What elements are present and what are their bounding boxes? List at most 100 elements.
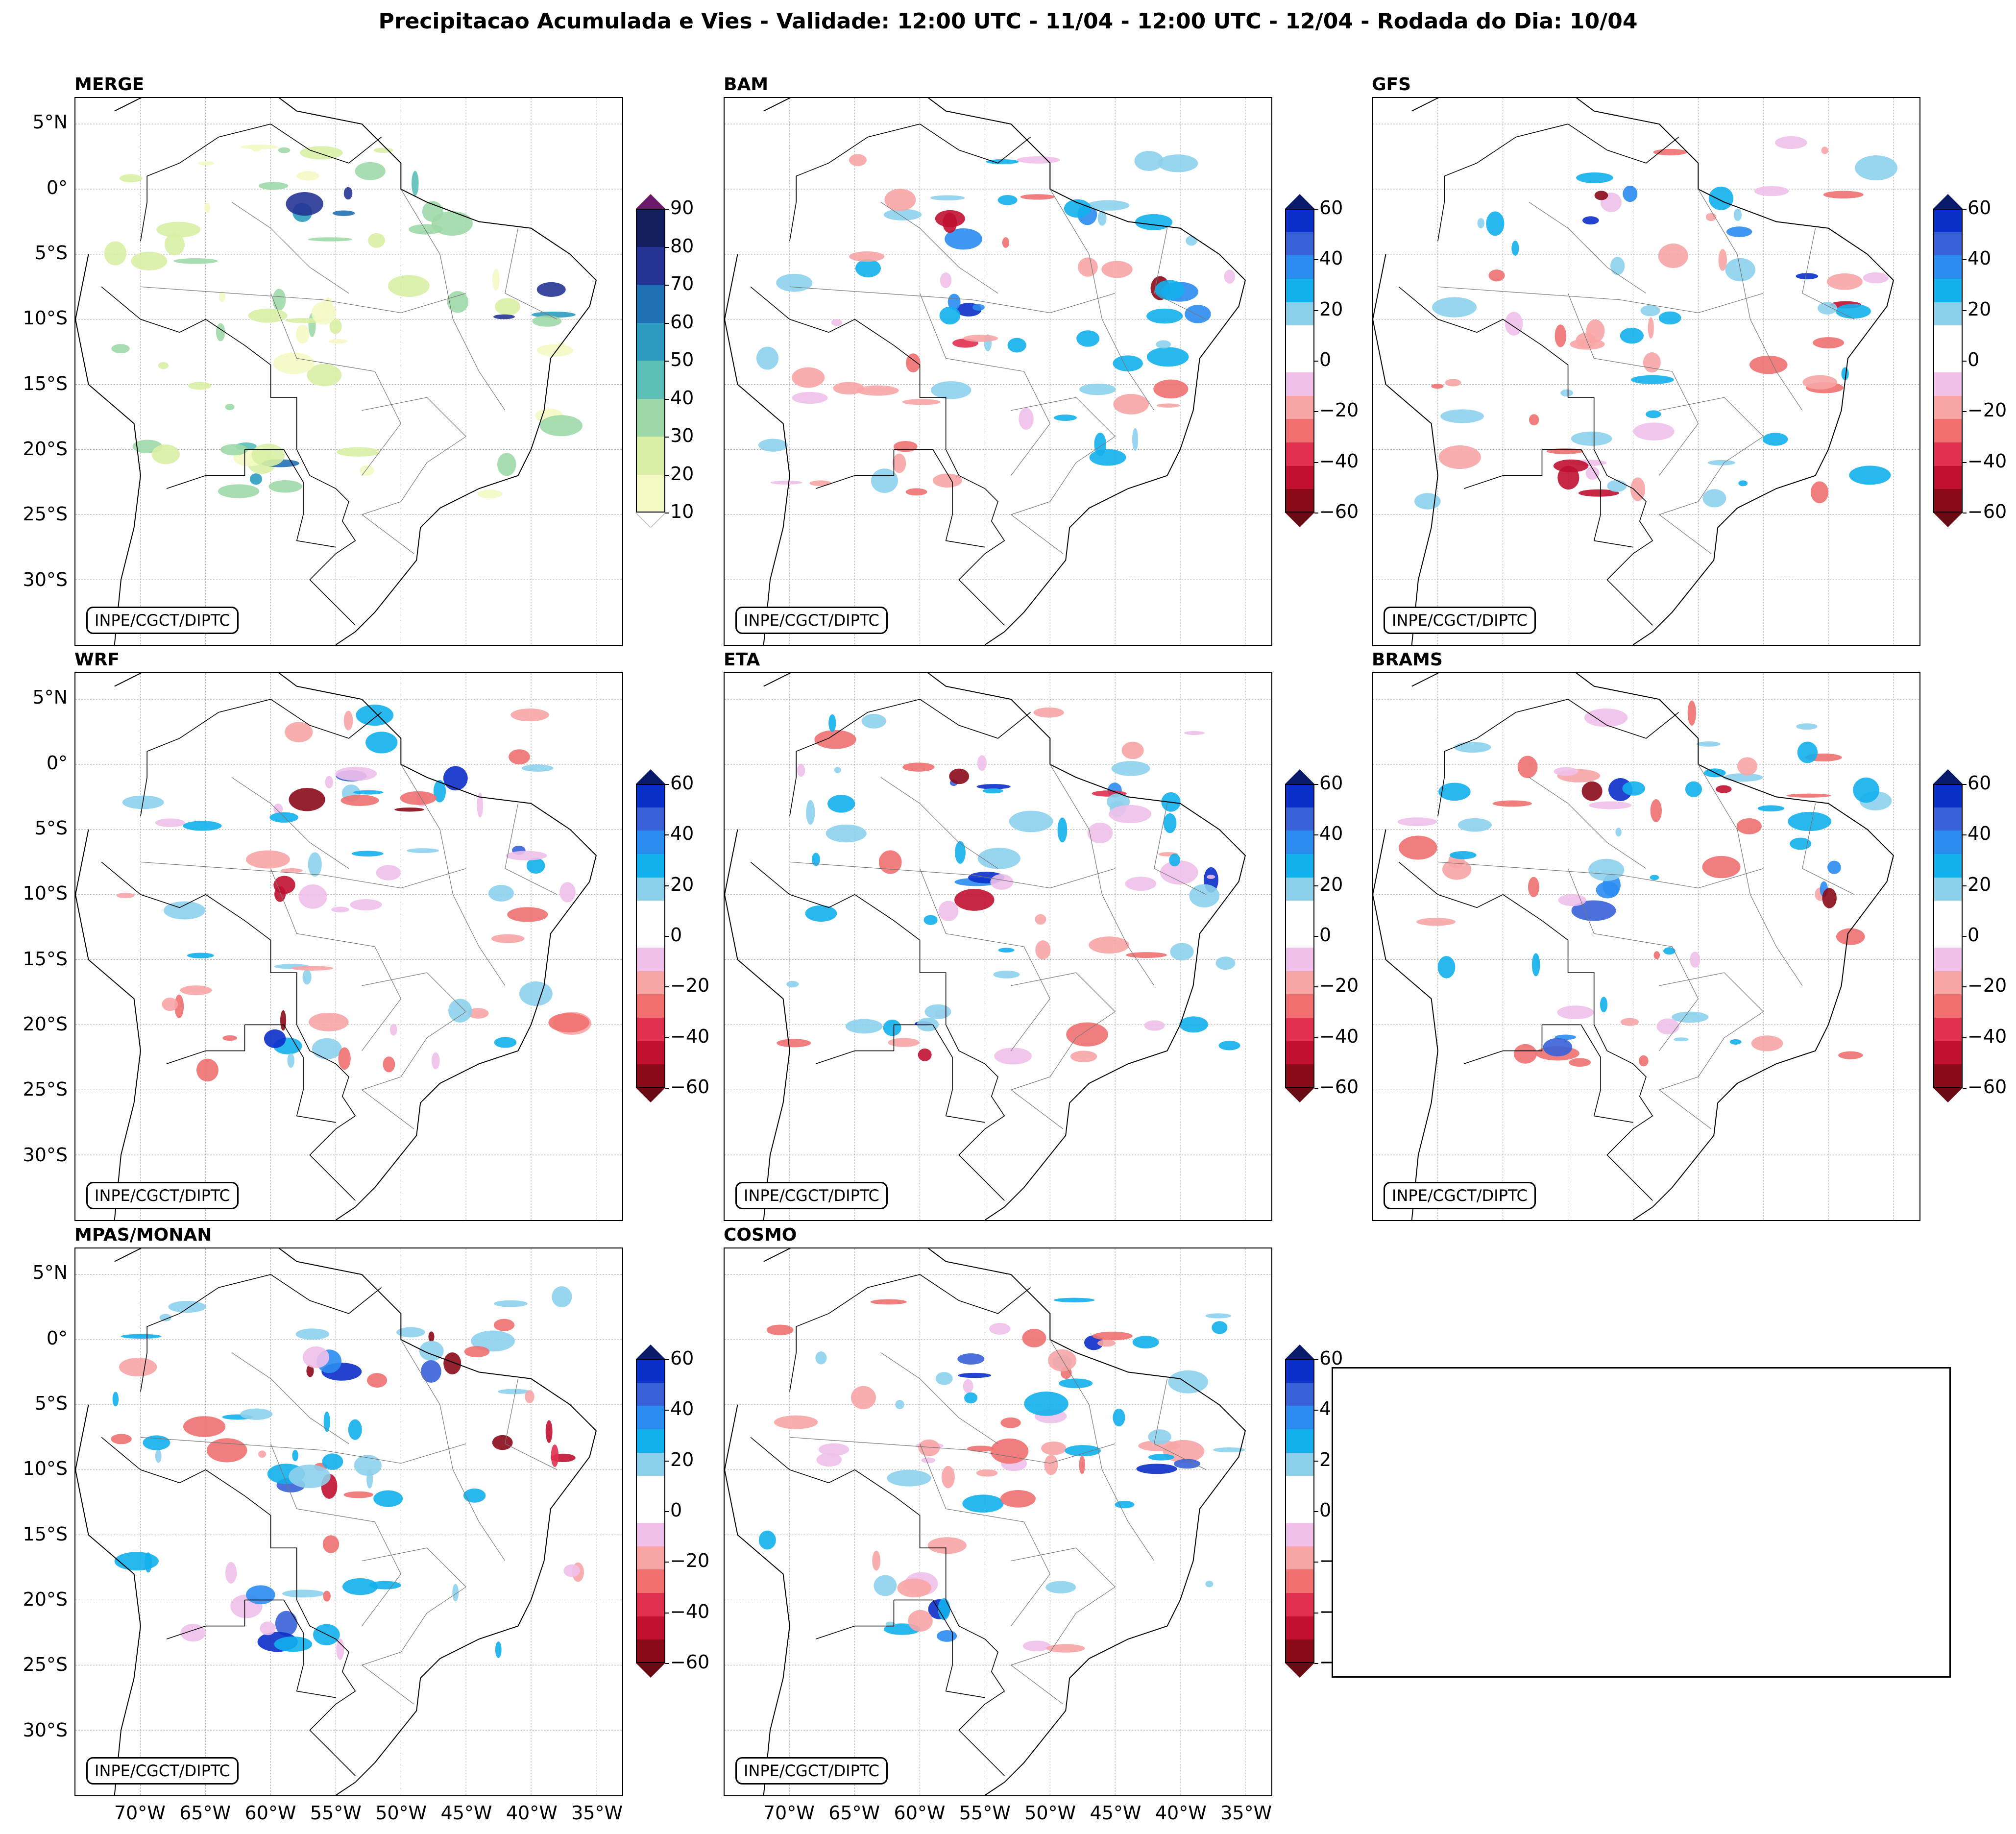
precip-cell	[443, 1352, 461, 1374]
precip-cell	[893, 440, 918, 452]
precip-cell	[308, 237, 352, 242]
credit-label: INPE/CGCT/DIPTC	[735, 607, 888, 634]
colorbar-segment	[636, 1569, 665, 1593]
colorbar-segment	[636, 831, 665, 855]
precip-cell	[222, 1035, 238, 1041]
precip-cell	[119, 174, 143, 183]
colorbar-segment	[1285, 1452, 1314, 1477]
precip-cell	[826, 824, 867, 843]
colorbar-tickmark	[1963, 361, 1967, 362]
precip-cell	[159, 1314, 172, 1321]
precip-cell	[329, 318, 342, 334]
precip-cell	[1111, 761, 1150, 776]
precip-cell	[1493, 800, 1532, 807]
colorbar-segment	[1285, 279, 1314, 303]
precip-cell	[332, 210, 355, 216]
precip-cell	[388, 275, 430, 297]
precip-cell	[770, 480, 802, 485]
precip-cell	[563, 1564, 581, 1577]
precip-cell	[923, 915, 938, 925]
precip-cell	[291, 966, 334, 971]
colorbar-tickmark	[665, 474, 669, 476]
colorbar-segment	[1285, 1616, 1314, 1640]
precip-cell	[296, 324, 309, 344]
colorbar-tick-label: −40	[1967, 1025, 2007, 1047]
colorbar-segment	[1933, 302, 1963, 326]
precip-cell	[1513, 1044, 1537, 1064]
colorbar-segment	[1285, 209, 1314, 233]
precip-cell	[1115, 1500, 1135, 1509]
colorbar-segment	[1285, 1546, 1314, 1570]
colorbar-segment	[636, 1452, 665, 1477]
precip-cell	[492, 269, 500, 291]
precip-cell	[1560, 389, 1573, 397]
precip-cell	[1179, 1016, 1208, 1033]
precip-cell	[245, 850, 290, 869]
precip-cell	[300, 146, 343, 160]
precip-cell	[1511, 241, 1519, 256]
precip-cell	[173, 258, 218, 264]
precip-cell	[1000, 1490, 1036, 1508]
colorbar-tickmark	[665, 936, 669, 937]
precip-cell	[1135, 214, 1173, 230]
precip-cell	[1125, 877, 1157, 891]
map-panel: INPE/CGCT/DIPTC	[74, 672, 623, 1221]
colorbar: 60 40 20 0 −20 −40 −60	[636, 1345, 709, 1678]
precip-cell	[1168, 1370, 1209, 1394]
precip-cell	[306, 1365, 314, 1377]
colorbar-tickmark	[665, 322, 669, 324]
colorbar-extend-bottom	[1285, 1088, 1314, 1102]
precip-cell	[168, 1300, 206, 1313]
colorbar-tickmark	[665, 361, 669, 362]
precip-cell	[1578, 489, 1619, 497]
precip-cell	[274, 886, 286, 902]
colorbar: 60 40 20 0 −20 −40 −60	[636, 769, 709, 1102]
colorbar-segment	[1933, 279, 1963, 303]
precip-cell	[1170, 943, 1194, 961]
precip-cell	[1650, 799, 1662, 823]
precip-cell	[1630, 477, 1646, 501]
precip-cell	[977, 755, 987, 771]
precip-cell	[908, 1610, 933, 1632]
precip-cell	[196, 1058, 219, 1082]
precip-cell	[806, 800, 815, 825]
precip-cell	[272, 289, 286, 311]
colorbar-frame	[1285, 209, 1314, 513]
precip-cell	[287, 1053, 294, 1068]
precip-cell	[1186, 236, 1197, 246]
precip-cell	[258, 1450, 267, 1458]
precip-cell	[1708, 186, 1734, 210]
colorbar-segment	[636, 1429, 665, 1453]
precip-cell	[273, 352, 315, 374]
precip-cell	[1163, 813, 1177, 833]
colorbar-segment	[1933, 465, 1963, 490]
precip-cell	[433, 780, 446, 803]
precip-cell	[121, 1334, 162, 1339]
colorbar-tick-label: 0	[1319, 1499, 1332, 1521]
precip-cell	[1738, 480, 1748, 487]
colorbar-tick-label: 60	[670, 311, 694, 333]
precip-cell	[280, 868, 303, 873]
colorbar-segment	[1933, 395, 1963, 420]
latitude-label: 20°S	[23, 1013, 68, 1035]
precip-cell	[989, 1322, 1011, 1335]
colorbar-extend-top	[1285, 194, 1314, 209]
colorbar-segment	[1933, 877, 1963, 902]
precip-cell	[902, 762, 935, 772]
colorbar-segment	[1285, 807, 1314, 831]
precip-cell	[976, 1469, 998, 1477]
precip-cell	[495, 298, 520, 316]
colorbar-tick-label: −60	[1967, 501, 2007, 522]
colorbar-extend-bottom	[1933, 1088, 1963, 1102]
colorbar-extend-bottom	[636, 1088, 665, 1102]
colorbar-segment	[636, 322, 665, 361]
precip-cell	[1585, 466, 1600, 480]
precip-cell	[298, 884, 327, 909]
precip-cell	[218, 484, 260, 498]
precip-cell	[855, 259, 881, 278]
precip-cell	[1528, 877, 1539, 898]
precip-cell	[994, 1048, 1032, 1065]
longitude-label: 60°W	[244, 1802, 296, 1824]
colorbar-segment	[1933, 807, 1963, 831]
colorbar-tickmark	[1963, 411, 1967, 413]
